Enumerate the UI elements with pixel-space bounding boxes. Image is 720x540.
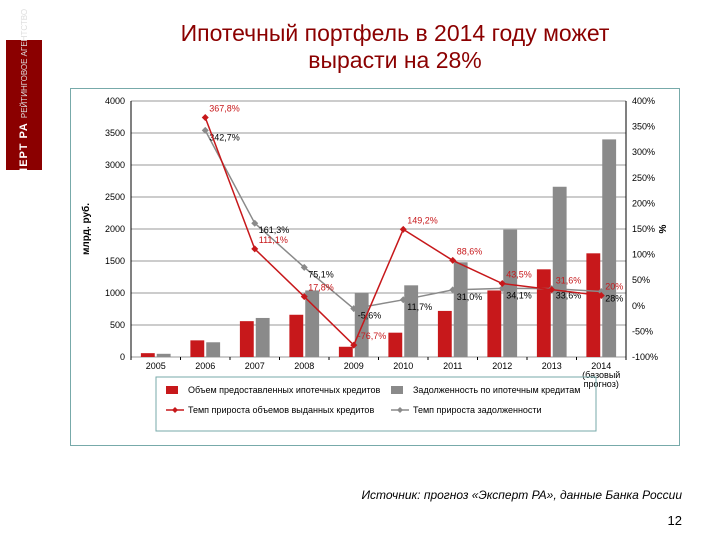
bar-issued: [537, 269, 551, 357]
svg-text:2012: 2012: [492, 361, 512, 371]
svg-text:1500: 1500: [105, 256, 125, 266]
svg-text:Объем предоставленных ипотечны: Объем предоставленных ипотечных кредитов: [188, 385, 381, 395]
page-number: 12: [668, 513, 682, 528]
svg-text:прогноз): прогноз): [584, 379, 619, 389]
bar-debt: [602, 139, 616, 357]
svg-text:20%: 20%: [605, 282, 623, 292]
bar-issued: [438, 311, 452, 357]
svg-text:350%: 350%: [632, 122, 655, 132]
svg-text:28%: 28%: [605, 293, 623, 303]
svg-text:3000: 3000: [105, 160, 125, 170]
svg-text:2010: 2010: [393, 361, 413, 371]
svg-text:500: 500: [110, 320, 125, 330]
svg-text:-50%: -50%: [632, 326, 653, 336]
svg-text:300%: 300%: [632, 147, 655, 157]
bar-issued: [388, 333, 402, 357]
bar-debt: [206, 342, 220, 357]
chart-container: 0 500 1000 1500 2000 2500 3000 3500 4000 -100% -50…: [70, 88, 680, 446]
line-marker: [202, 114, 209, 121]
svg-text:43,5%: 43,5%: [506, 270, 532, 280]
svg-text:400%: 400%: [632, 96, 655, 106]
bar-issued: [190, 340, 204, 357]
svg-text:111,1%: 111,1%: [259, 235, 288, 245]
svg-text:Задолженность по ипотечным кре: Задолженность по ипотечным кредитам: [413, 385, 580, 395]
svg-text:34,1%: 34,1%: [506, 290, 532, 300]
bar-issued: [240, 321, 254, 357]
svg-text:0: 0: [120, 352, 125, 362]
svg-text:250%: 250%: [632, 173, 655, 183]
svg-text:%: %: [658, 224, 669, 233]
bar-debt: [256, 318, 270, 357]
svg-text:2005: 2005: [146, 361, 166, 371]
svg-text:149,2%: 149,2%: [407, 215, 438, 225]
svg-text:2009: 2009: [344, 361, 364, 371]
slide-title: Ипотечный портфель в 2014 году можетвыра…: [110, 20, 680, 74]
svg-text:2500: 2500: [105, 192, 125, 202]
svg-text:150%: 150%: [632, 224, 655, 234]
source-caption: Источник: прогноз «Эксперт РА», данные Б…: [361, 488, 682, 502]
svg-text:2000: 2000: [105, 224, 125, 234]
svg-text:11,7%: 11,7%: [407, 302, 432, 312]
svg-text:Темп прироста задолженности: Темп прироста задолженности: [413, 405, 542, 415]
svg-text:31,6%: 31,6%: [556, 276, 582, 286]
svg-text:75,1%: 75,1%: [308, 269, 334, 279]
svg-text:-76,7%: -76,7%: [358, 331, 387, 341]
svg-text:1000: 1000: [105, 288, 125, 298]
svg-text:367,8%: 367,8%: [209, 103, 240, 113]
line-marker: [400, 226, 407, 233]
line-marker: [202, 127, 209, 134]
svg-text:0%: 0%: [632, 301, 645, 311]
svg-text:17,8%: 17,8%: [308, 283, 334, 293]
bar-debt: [454, 262, 468, 357]
svg-text:3500: 3500: [105, 128, 125, 138]
svg-text:2006: 2006: [195, 361, 215, 371]
svg-text:200%: 200%: [632, 198, 655, 208]
svg-text:2011: 2011: [443, 361, 462, 371]
svg-text:88,6%: 88,6%: [457, 246, 483, 256]
svg-text:50%: 50%: [632, 275, 650, 285]
svg-text:2007: 2007: [245, 361, 265, 371]
svg-text:2008: 2008: [294, 361, 314, 371]
logo: ЭКСПЕРТ РА РЕЙТИНГОВОЕ АГЕНТСТВО: [6, 40, 42, 170]
svg-text:2013: 2013: [542, 361, 562, 371]
bar-issued: [289, 315, 303, 357]
svg-text:-5,6%: -5,6%: [358, 311, 382, 321]
svg-text:100%: 100%: [632, 250, 655, 260]
bar-debt: [404, 285, 418, 357]
bar-issued: [339, 347, 353, 357]
bar-issued: [586, 253, 600, 357]
svg-text:Темп прироста объемов выданных: Темп прироста объемов выданных кредитов: [188, 405, 374, 415]
bar-debt: [553, 187, 567, 357]
svg-text:4000: 4000: [105, 96, 125, 106]
bar-issued: [487, 290, 501, 357]
bar-debt: [157, 354, 171, 357]
bar-issued: [141, 353, 155, 357]
svg-text:млрд. руб.: млрд. руб.: [80, 203, 92, 255]
svg-text:31,0%: 31,0%: [457, 292, 483, 302]
svg-text:-100%: -100%: [632, 352, 658, 362]
svg-text:161,3%: 161,3%: [259, 225, 290, 235]
